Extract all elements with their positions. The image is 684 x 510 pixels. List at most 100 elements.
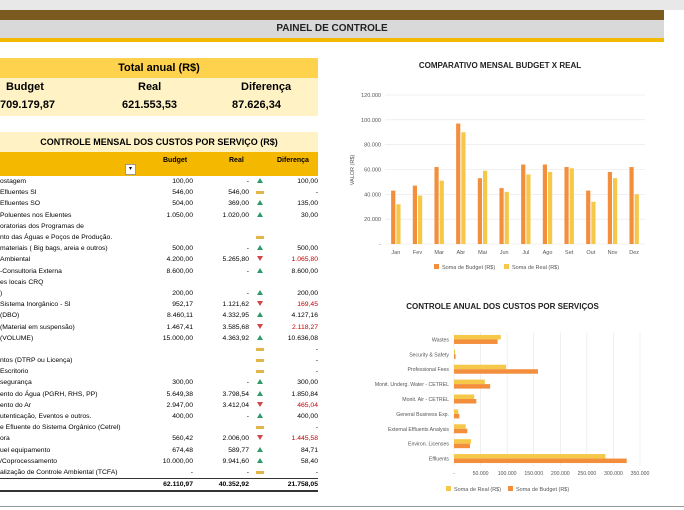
row-trend-indicator (249, 299, 271, 310)
table-row: ) 200,00 - 200,00 (0, 288, 318, 299)
table-row: segurança 300,00 - 300,00 (0, 377, 318, 388)
row-service-name: Poluentes nos Eluentes (0, 211, 72, 219)
bar-budget (454, 384, 491, 389)
x-tick-label: Jun (500, 250, 509, 256)
row-budget-value: 100,00 (172, 178, 193, 186)
row-real-value (193, 232, 249, 243)
arrow-up-icon (257, 267, 263, 273)
filter-dropdown-icon[interactable]: ▾ (125, 164, 136, 175)
legend-label-budget: Soma de Budget (R$) (442, 265, 495, 271)
table-row: ostagem 100,00 - 100,00 (0, 176, 318, 187)
col-header-real: Real (229, 157, 244, 164)
bar-budget (542, 164, 547, 244)
annual-budget-value: 709.179,87 (0, 99, 56, 111)
row-real-value: 589,77 (228, 446, 249, 454)
bar-budget (454, 369, 538, 374)
x-tick-label: Fev (413, 250, 422, 256)
row-service-name: (Material em suspensão) (0, 323, 75, 331)
row-budget-value: 4.200,00 (166, 256, 193, 264)
row-real-value: 3.798,54 (222, 390, 249, 398)
table-row: Poluentes nos Eluentes 1.050,00 1.020,00 30… (0, 210, 318, 221)
row-diff-value: - (315, 368, 318, 376)
row-service-name: ostagem (0, 178, 27, 186)
row-trend-indicator (249, 232, 271, 243)
row-service-name: ento do Água (PGRH, RHS, PP) (0, 390, 98, 398)
col-header-diff: Diferença (277, 157, 309, 164)
bar-budget (521, 164, 526, 244)
row-trend-indicator (249, 333, 271, 344)
row-trend-indicator (249, 467, 271, 479)
row-budget-value (140, 422, 193, 433)
x-tick-label: 300.000 (604, 471, 623, 477)
row-real-value: - (246, 267, 249, 275)
bar-budget (564, 167, 569, 244)
category-label: Security & Safety (409, 352, 449, 358)
table-row: - (0, 344, 318, 355)
table-row: Sistema Inorgânico - SI 952,17 1.121,62 169… (0, 299, 318, 310)
row-service-name: Escritorio (0, 368, 29, 376)
row-service-name: oratorias dos Programas de (0, 222, 84, 230)
row-diff-value: 10.636,08 (287, 334, 318, 342)
y-tick-label: 20.000 (364, 217, 381, 223)
right-margin (664, 10, 684, 510)
bar-real (504, 191, 509, 244)
row-diff-value (271, 221, 318, 232)
bar-budget (391, 190, 396, 244)
col-header-budget: Budget (163, 157, 188, 164)
row-trend-indicator (249, 277, 271, 288)
table-row: -Consultoria Externa 8.600,00 - 8.600,00 (0, 266, 318, 277)
flat-line-icon (256, 358, 264, 362)
bar-budget (454, 413, 460, 419)
row-trend-indicator (249, 176, 271, 187)
bar-budget (454, 354, 456, 359)
table-row: nto das Águas e Poços de Produção. (0, 232, 318, 243)
arrow-down-icon (257, 401, 263, 407)
row-budget-value: 400,00 (172, 413, 193, 421)
annual-diff-value: 87.626,34 (232, 99, 281, 111)
row-diff-value: 100,00 (297, 178, 318, 186)
row-real-value (193, 366, 249, 377)
row-real-value: 2.006,00 (222, 435, 249, 443)
row-budget-value: 500,00 (172, 245, 193, 253)
arrow-up-icon (257, 289, 263, 295)
arrow-up-icon (257, 413, 263, 419)
flat-line-icon (256, 369, 264, 373)
table-row: utenticação, Eventos e outros. 400,00 - 400… (0, 411, 318, 422)
table-row: es locais CRQ (0, 277, 318, 288)
row-real-value: - (246, 413, 249, 421)
row-diff-value: 1.445,58 (291, 435, 318, 443)
row-real-value: 4.363,92 (222, 334, 249, 342)
costs-table: ostagem 100,00 - 100,00 Efluentes SI 546,00 54… (0, 176, 318, 493)
x-tick-label: 250.000 (577, 471, 596, 477)
row-diff-value: - (315, 468, 318, 476)
bar-budget (607, 171, 612, 244)
table-row: uel equipamento 674,48 589,77 84,71 (0, 445, 318, 456)
row-budget-value (140, 355, 193, 366)
table-row: (VOLUME) 15.000,00 4.363,92 10.636,08 (0, 333, 318, 344)
table-row: materiais ( Big bags, areia e outros) 500… (0, 243, 318, 254)
row-trend-indicator (249, 210, 271, 221)
arrow-up-icon (257, 245, 263, 251)
bar-real (454, 394, 475, 399)
bar-real (461, 132, 466, 244)
row-trend-indicator (249, 433, 271, 444)
row-diff-value: - (315, 357, 318, 365)
category-label: Monit. Underg. Water - CETREL (375, 382, 449, 388)
row-diff-value: 135,00 (297, 200, 318, 208)
table-row: Efluentes SI 546,00 546,00 - (0, 187, 318, 198)
x-tick-label: Out (586, 250, 595, 256)
row-budget-value (140, 344, 193, 355)
table-row: e Efluente do Sistema Orgânico (Cetrel) - (0, 422, 318, 433)
row-trend-indicator (249, 198, 271, 209)
row-trend-indicator (249, 445, 271, 456)
category-label: Professional Fees (407, 367, 449, 373)
row-diff-value: 300,00 (297, 379, 318, 387)
x-tick-label: 200.000 (551, 471, 570, 477)
legend-swatch-budget (508, 486, 513, 491)
row-real-value: - (246, 468, 249, 476)
row-budget-value (140, 221, 193, 232)
row-diff-value (271, 277, 318, 288)
x-tick-label: 350.000 (631, 471, 650, 477)
row-real-value (193, 422, 249, 433)
row-diff-value: 400,00 (297, 413, 318, 421)
